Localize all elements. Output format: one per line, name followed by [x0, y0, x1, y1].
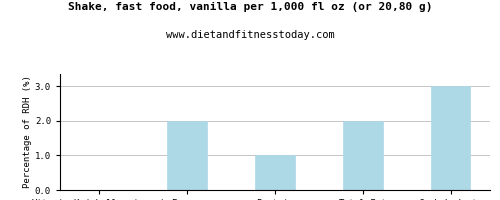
Bar	[343, 121, 382, 190]
Bar	[168, 121, 207, 190]
Text: Shake, fast food, vanilla per 1,000 fl oz (or 20,80 g): Shake, fast food, vanilla per 1,000 fl o…	[68, 2, 432, 12]
Bar	[431, 86, 470, 190]
Bar	[255, 155, 295, 190]
Y-axis label: Percentage of RDH (%): Percentage of RDH (%)	[23, 76, 32, 188]
Text: www.dietandfitnesstoday.com: www.dietandfitnesstoday.com	[166, 30, 334, 40]
